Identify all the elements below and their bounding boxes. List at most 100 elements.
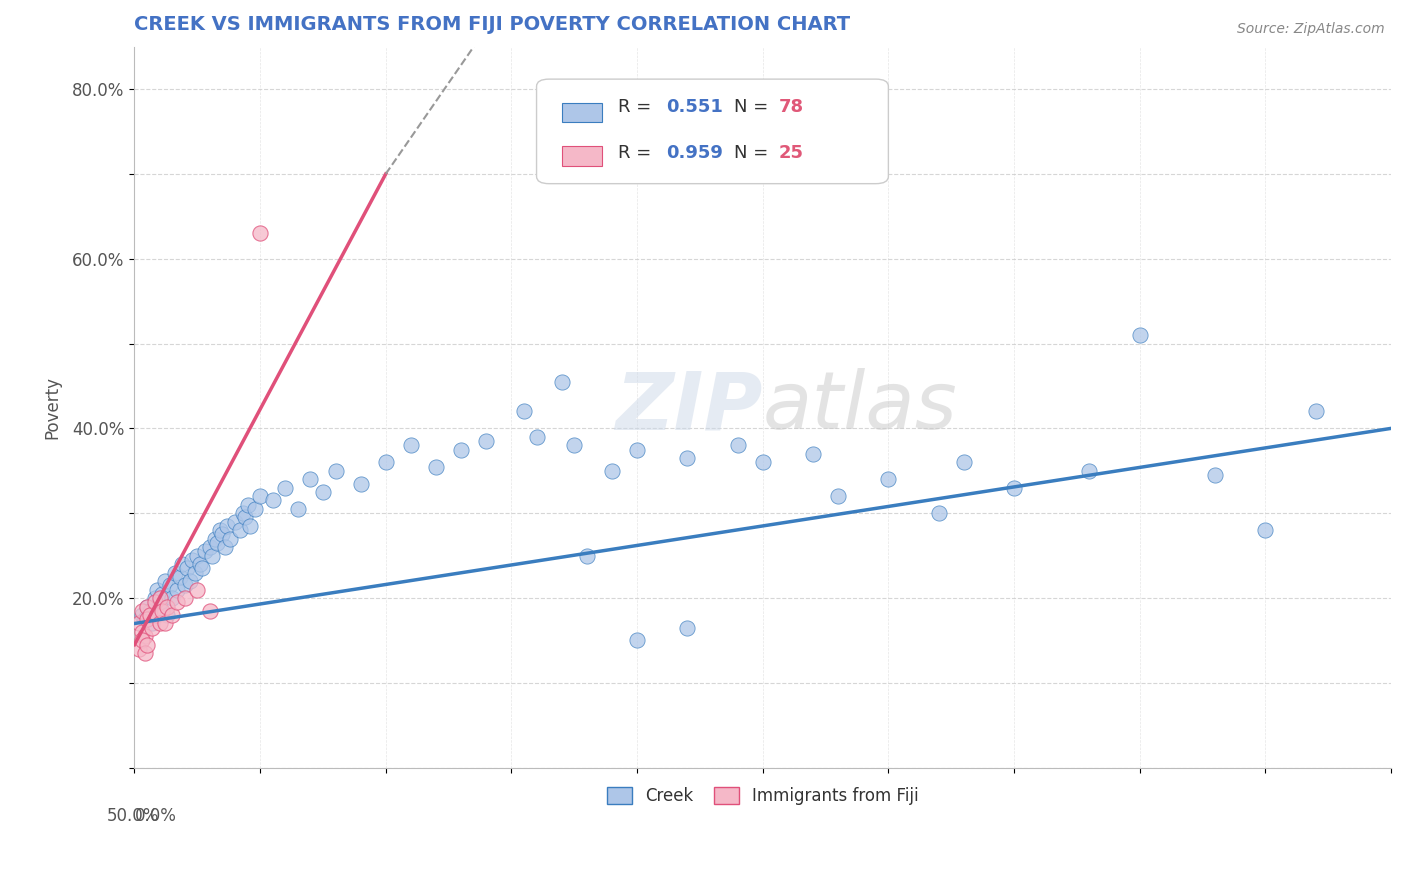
Text: Source: ZipAtlas.com: Source: ZipAtlas.com [1237,22,1385,37]
Point [188,557,211,571]
Point [676,451,699,466]
Point [149,591,172,605]
Point [626,442,648,457]
Point [312,485,335,500]
Point [136,638,159,652]
Point [229,523,252,537]
Point [131,607,153,622]
Point [239,519,262,533]
Point [236,498,259,512]
Point [156,599,179,614]
FancyBboxPatch shape [537,79,889,184]
Point [827,489,849,503]
Point [136,599,159,614]
Point [214,540,236,554]
Point [952,455,974,469]
Point [149,616,172,631]
Text: 0.959: 0.959 [666,144,723,161]
Point [143,595,166,609]
Point [287,502,309,516]
Point [134,612,156,626]
Point [150,604,173,618]
Point [1129,328,1152,343]
Point [143,591,166,605]
Point [399,438,422,452]
Text: 50.0%: 50.0% [107,807,160,825]
Point [513,404,536,418]
Point [575,549,598,563]
Point [1204,468,1226,483]
Point [325,464,347,478]
Point [186,549,208,563]
Point [349,476,371,491]
Point [207,536,229,550]
Point [1078,464,1101,478]
Point [727,438,749,452]
Point [181,553,204,567]
Point [136,612,159,626]
Point [274,481,297,495]
Point [150,587,173,601]
Point [751,455,773,469]
Point [224,515,246,529]
Point [204,532,226,546]
Point [626,633,648,648]
Point [208,523,231,537]
Point [146,607,169,622]
Point [211,527,233,541]
Point [1305,404,1327,418]
Point [201,549,224,563]
Point [156,607,179,622]
Point [374,455,396,469]
Point [146,582,169,597]
Text: 78: 78 [779,97,804,115]
Text: R =: R = [619,97,657,115]
Point [176,561,198,575]
Point [173,591,195,605]
Point [128,642,150,657]
Text: N =: N = [734,97,773,115]
Point [550,375,572,389]
Point [141,621,163,635]
Point [149,595,172,609]
Point [249,489,271,503]
Point [131,604,153,618]
Point [173,578,195,592]
Point [131,633,153,648]
Point [141,616,163,631]
Point [262,493,284,508]
Point [198,540,221,554]
Point [299,472,322,486]
Point [153,616,176,631]
Point [1002,481,1025,495]
Point [676,621,699,635]
Point [136,599,159,614]
Point [153,574,176,588]
Text: 0.0%: 0.0% [135,807,176,825]
Point [186,582,208,597]
Text: N =: N = [734,144,773,161]
Point [233,510,256,524]
Point [138,607,160,622]
Point [166,595,188,609]
Point [131,624,153,639]
Point [160,591,183,605]
Bar [561,146,602,166]
Point [1254,523,1277,537]
Point [562,438,585,452]
Bar [561,103,602,122]
Point [219,532,242,546]
Point [160,607,183,622]
Text: R =: R = [619,144,657,161]
Legend: Creek, Immigrants from Fiji: Creek, Immigrants from Fiji [599,779,927,814]
Text: 25: 25 [779,144,804,161]
Text: atlas: atlas [762,368,957,446]
Point [526,430,548,444]
Point [159,578,181,592]
Point [172,557,194,571]
Text: 0.551: 0.551 [666,97,723,115]
Point [217,519,239,533]
Text: ZIP: ZIP [616,368,762,446]
Point [801,447,824,461]
Point [928,506,950,520]
